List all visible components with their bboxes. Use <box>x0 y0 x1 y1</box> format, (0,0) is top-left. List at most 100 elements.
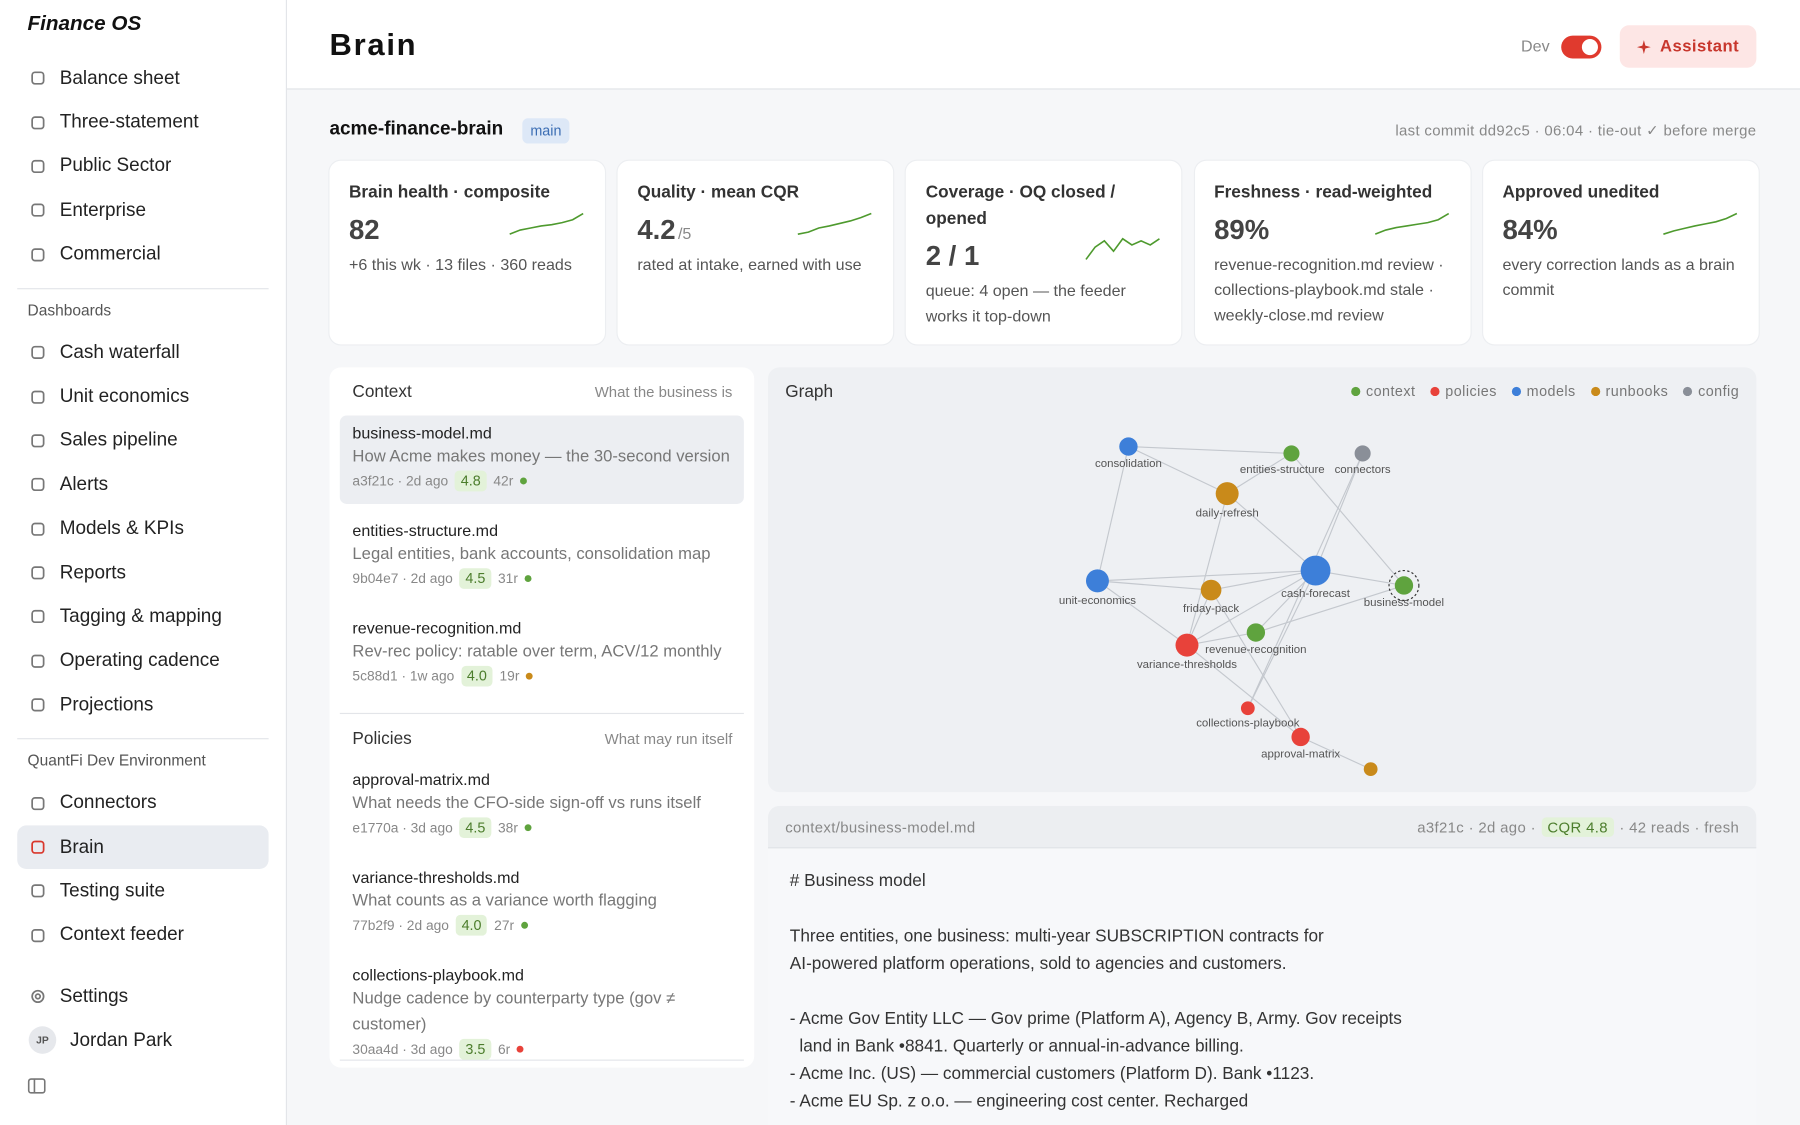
graph-edge <box>1255 584 1405 634</box>
icon <box>31 566 45 580</box>
node-label: consolidation <box>1095 458 1162 470</box>
graph-node[interactable] <box>1283 445 1300 462</box>
icon-shape <box>31 159 45 174</box>
doc-line: - Acme Inc. (US) — commercial customers … <box>789 1064 1315 1084</box>
icon-shape <box>31 796 45 810</box>
kpi-title: Freshness · read-weighted <box>1214 182 1433 203</box>
icon-shape <box>31 928 45 942</box>
doc-line: AI-powered platform operations, sold to … <box>789 953 1287 974</box>
graph-node[interactable] <box>1240 701 1255 716</box>
doc-block: Three entities, one business: multi-year… <box>790 923 1735 978</box>
node-label: approval-matrix <box>1261 749 1340 761</box>
commit-meta: 77b2f9 · 2d ago <box>352 917 449 934</box>
status-dot <box>526 672 534 680</box>
nav-item[interactable]: Brain <box>17 825 269 870</box>
nav-item[interactable]: Models & KPIs <box>17 507 268 551</box>
collapse-button[interactable] <box>27 1078 46 1094</box>
graph-node[interactable] <box>1246 623 1266 642</box>
branch-badge[interactable]: main <box>522 118 570 144</box>
icon <box>31 345 45 360</box>
icon <box>31 928 45 942</box>
legend-item[interactable]: config <box>1683 383 1739 399</box>
kpi-number: 89% <box>1214 214 1270 246</box>
graph-node[interactable] <box>1363 762 1378 777</box>
sparkline-line <box>1662 212 1737 235</box>
node-label: variance-thresholds <box>1137 659 1237 671</box>
file-item[interactable]: variance-thresholds.md What counts as a v… <box>340 860 744 948</box>
assistant-button[interactable]: Assistant <box>1619 25 1757 68</box>
graph-node[interactable] <box>1215 482 1239 506</box>
icon <box>31 990 45 1004</box>
divider <box>17 288 269 290</box>
file-description: Rev-rec policy: ratable over term, ACV/1… <box>352 642 722 662</box>
file-name: entities-structure.md <box>352 521 499 540</box>
graph-edge <box>1186 644 1301 738</box>
nav-label: Public Sector <box>59 155 172 177</box>
kpi-title: Quality · mean CQR <box>637 182 800 203</box>
nav-label: Unit economics <box>59 385 190 407</box>
nav-item[interactable]: Public Sector <box>17 144 268 188</box>
sparkline <box>1374 212 1449 235</box>
nav-label: Tagging & mapping <box>59 606 222 627</box>
legend-swatch <box>1430 386 1440 397</box>
sparkline-line <box>1085 237 1161 260</box>
nav-item[interactable]: Alerts <box>17 463 268 507</box>
nav-item[interactable]: Testing suite <box>17 869 268 913</box>
nav-item[interactable]: Projections <box>17 683 268 727</box>
divider <box>339 1059 744 1061</box>
file-description: Nudge cadence by counterparty type (gov … <box>352 989 676 1035</box>
nav-item[interactable]: Connectors <box>17 781 268 825</box>
icon-shape <box>31 247 45 262</box>
nav-label: Brain <box>59 836 104 858</box>
file-item[interactable]: revenue-recognition.md Rev-rec policy: ra… <box>340 611 744 699</box>
graph-node[interactable] <box>1085 569 1109 593</box>
file-item[interactable]: entities-structure.md Legal entities, ban… <box>340 513 744 601</box>
legend-item[interactable]: policies <box>1430 383 1496 399</box>
graph-edge <box>1128 446 1228 495</box>
nav-item[interactable]: Commercial <box>17 233 268 277</box>
icon <box>31 698 45 712</box>
read-count: 27r <box>494 917 515 934</box>
graph-node[interactable] <box>1300 555 1331 586</box>
nav-item[interactable]: Cash waterfall <box>17 331 268 375</box>
nav-item[interactable]: Operating cadence <box>17 639 268 683</box>
icon <box>31 796 45 810</box>
nav-item[interactable]: Three-statement <box>17 100 268 144</box>
doc-body: # Business model Three entities, one busi… <box>768 848 1756 1125</box>
file-description: What needs the CFO-side sign-off vs runs… <box>352 794 701 813</box>
legend-item[interactable]: models <box>1511 383 1576 399</box>
file-item[interactable]: collections-playbook.md Nudge cadence by … <box>340 957 744 1060</box>
dev-toggle[interactable] <box>1561 35 1602 59</box>
legend-item[interactable]: runbooks <box>1590 383 1669 399</box>
legend-swatch <box>1351 386 1361 397</box>
graph-node[interactable] <box>1119 437 1138 456</box>
nav-item[interactable]: Sales pipeline <box>17 419 268 463</box>
graph-node[interactable] <box>1354 445 1371 462</box>
settings[interactable]: Settings <box>17 975 268 1019</box>
nav-item[interactable]: Unit economics <box>17 375 268 419</box>
graph-node[interactable] <box>1175 633 1199 657</box>
nav-item[interactable]: Balance sheet <box>17 56 268 100</box>
doc-line: - Acme EU Sp. z o.o. — engineering cost … <box>789 1091 1249 1112</box>
doc-line: Three entities, one business: multi-year… <box>789 926 1324 946</box>
graph-node[interactable] <box>1291 727 1310 747</box>
doc-meta-text: · 42 reads · fresh <box>1619 817 1740 836</box>
section-header: Policies What may run itself <box>329 714 754 762</box>
graph-edge <box>1247 570 1317 709</box>
graph-node[interactable] <box>1394 576 1414 595</box>
legend-item[interactable]: context <box>1351 383 1415 399</box>
repo-name: acme-finance-brain <box>329 118 504 139</box>
nav-item[interactable]: Tagging & mapping <box>17 595 268 639</box>
file-item[interactable]: approval-matrix.md What needs the CFO-sid… <box>340 762 744 850</box>
user[interactable]: JP Jordan Park <box>28 1026 172 1054</box>
nav-item[interactable]: Reports <box>17 551 268 595</box>
file-item[interactable]: business-model.md How Acme makes money — … <box>339 415 744 504</box>
nav-item[interactable]: Enterprise <box>17 188 268 232</box>
graph-edge <box>1186 570 1316 646</box>
icon-shape <box>31 345 45 360</box>
graph: consolidation entities-structure connector… <box>1059 437 1444 777</box>
nav-item[interactable]: Context feeder <box>17 913 268 957</box>
graph-node[interactable] <box>1200 579 1222 601</box>
